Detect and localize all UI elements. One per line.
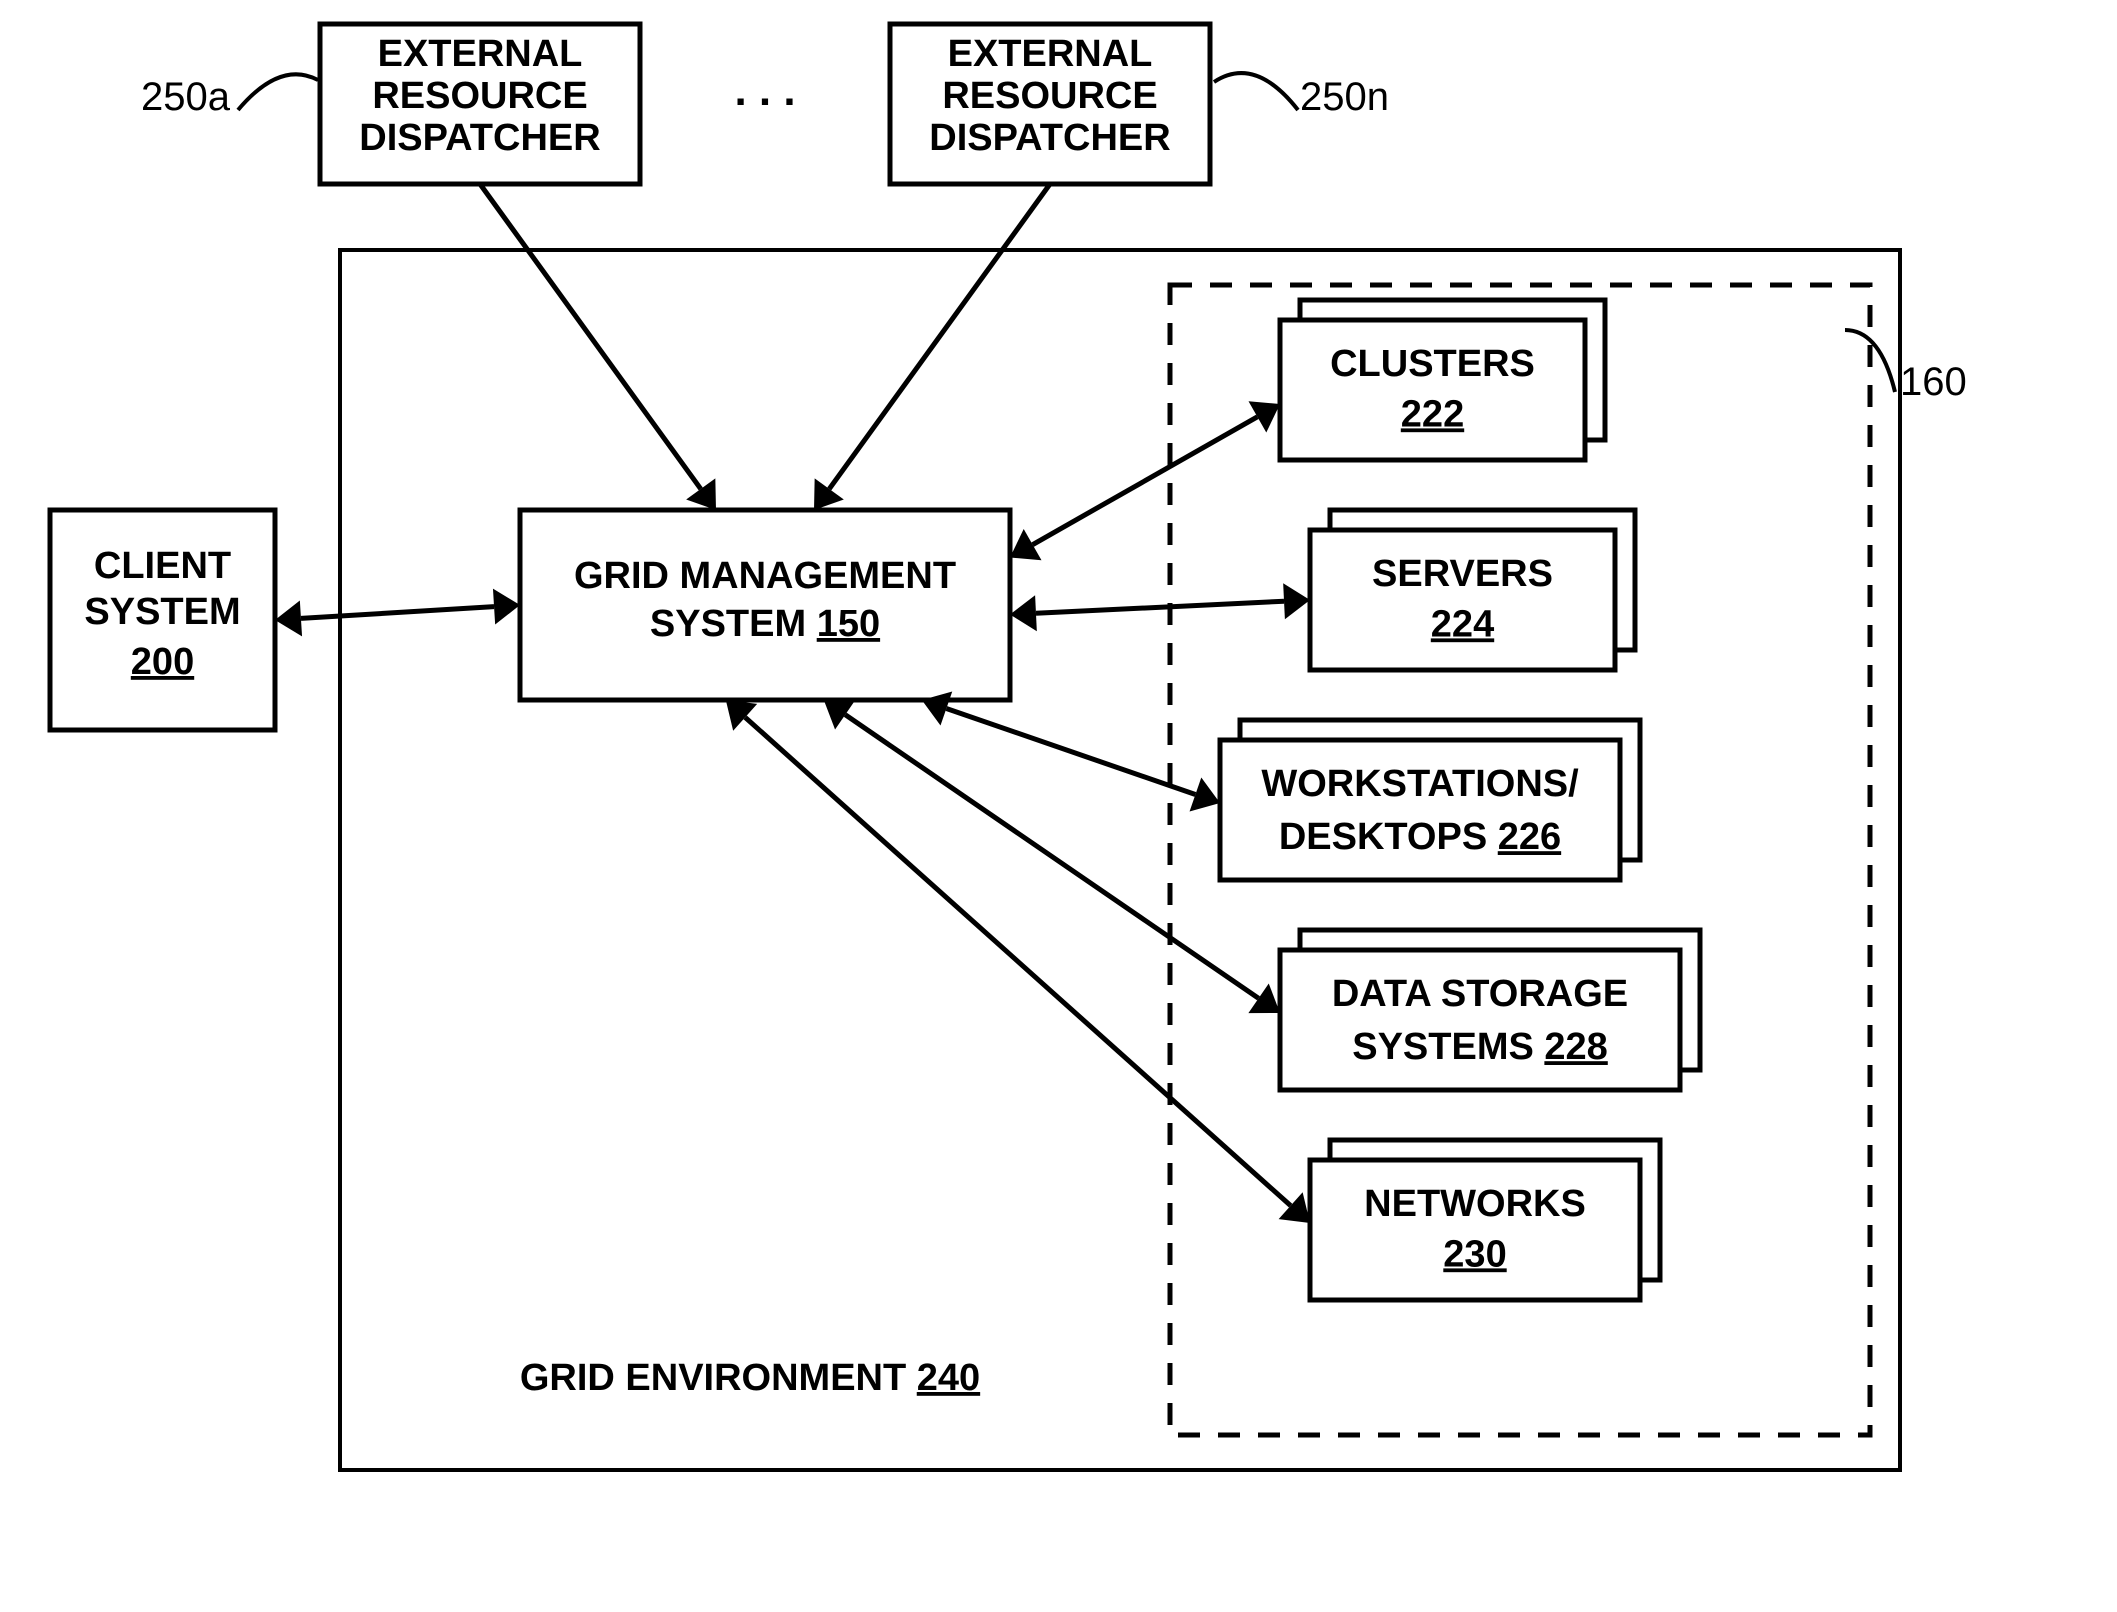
svg-text:DISPATCHER: DISPATCHER <box>929 117 1170 159</box>
svg-text:SERVERS: SERVERS <box>1372 553 1553 595</box>
svg-text:224: 224 <box>1431 603 1494 645</box>
svg-text:. . .: . . . <box>734 66 795 115</box>
svg-text:SYSTEM 150: SYSTEM 150 <box>650 603 880 645</box>
svg-text:160: 160 <box>1900 360 1967 404</box>
svg-text:DESKTOPS 226: DESKTOPS 226 <box>1279 816 1561 858</box>
svg-text:NETWORKS: NETWORKS <box>1364 1183 1586 1225</box>
svg-text:EXTERNAL: EXTERNAL <box>378 33 583 75</box>
svg-text:CLUSTERS: CLUSTERS <box>1330 343 1535 385</box>
svg-text:222: 222 <box>1401 393 1464 435</box>
svg-text:SYSTEMS 228: SYSTEMS 228 <box>1352 1026 1608 1068</box>
svg-text:230: 230 <box>1443 1233 1506 1275</box>
svg-text:SYSTEM: SYSTEM <box>84 591 240 633</box>
svg-text:EXTERNAL: EXTERNAL <box>948 33 1153 75</box>
svg-text:RESOURCE: RESOURCE <box>942 75 1157 117</box>
svg-text:GRID MANAGEMENT: GRID MANAGEMENT <box>574 555 956 597</box>
svg-text:RESOURCE: RESOURCE <box>372 75 587 117</box>
svg-text:GRID ENVIRONMENT 240: GRID ENVIRONMENT 240 <box>520 1357 980 1399</box>
svg-text:250a: 250a <box>141 75 231 119</box>
svg-text:WORKSTATIONS/: WORKSTATIONS/ <box>1261 763 1579 805</box>
svg-text:CLIENT: CLIENT <box>94 545 231 587</box>
svg-text:250n: 250n <box>1300 75 1389 119</box>
svg-text:200: 200 <box>131 641 194 683</box>
svg-text:DISPATCHER: DISPATCHER <box>359 117 600 159</box>
svg-text:DATA STORAGE: DATA STORAGE <box>1332 973 1628 1015</box>
